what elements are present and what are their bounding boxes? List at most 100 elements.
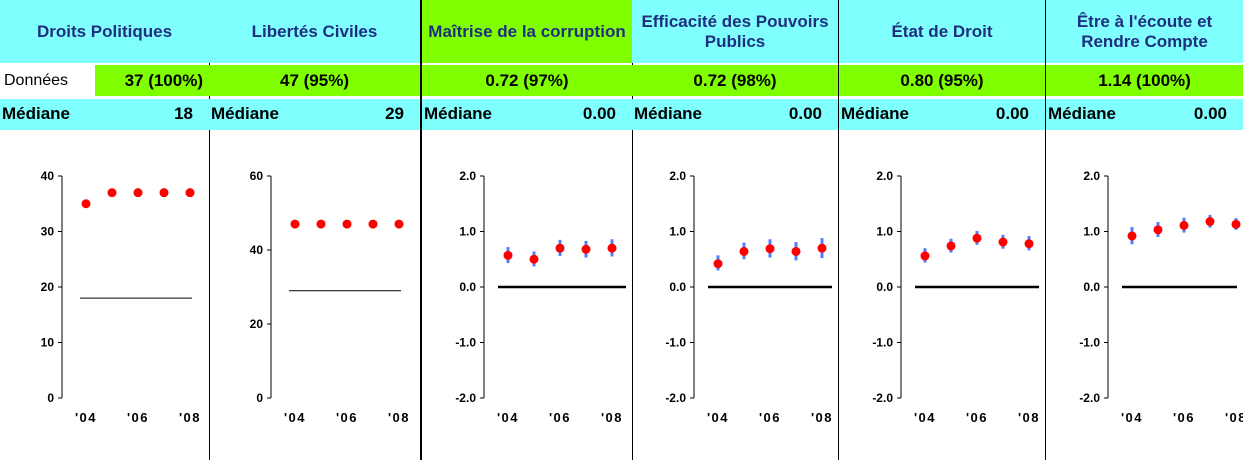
data-point	[81, 199, 91, 209]
data-point	[503, 250, 513, 260]
x-tick-label: '08	[811, 410, 833, 425]
data-value: 0.72 (98%)	[693, 70, 777, 90]
data-point	[368, 219, 378, 229]
data-point	[920, 251, 930, 261]
chart-plot: -2.0 -1.0 0.0 1.0 2.0 '04 '06 '08	[665, 169, 833, 425]
x-tick-label: '06	[1173, 410, 1195, 425]
median-value: 29	[385, 104, 404, 123]
data-point	[159, 188, 169, 198]
data-point	[342, 219, 352, 229]
x-tick-label: '06	[966, 410, 988, 425]
median-value: 0.00	[582, 104, 616, 123]
y-tick-label: 60	[250, 169, 264, 183]
data-point	[739, 246, 749, 256]
data-row: 47 (95%)	[209, 65, 420, 96]
y-tick-label: 2.0	[1083, 169, 1100, 183]
data-point	[555, 243, 565, 253]
panel-etat-de-droit: État de Droit 0.80 (95%) Médiane 0.00 -2…	[839, 0, 1046, 460]
chart-plot: 0 10 20 30 40 '04 '06 '08	[41, 169, 200, 425]
data-value: 0.80 (95%)	[900, 70, 984, 90]
y-tick-label: 2.0	[876, 169, 893, 183]
y-tick-label: 1.0	[669, 225, 686, 239]
data-point	[817, 243, 827, 253]
median-row: Médiane 0.00	[839, 99, 1045, 130]
data-value: 47 (95%)	[280, 70, 349, 90]
panel-efficacite-pouvoirs-publics: Efficacité des Pouvoirs Publics 0.72 (98…	[632, 0, 839, 460]
y-tick-label: 0.0	[1083, 280, 1100, 294]
panel-title: Droits Politiques	[0, 0, 209, 63]
data-row: 0.80 (95%)	[839, 65, 1045, 96]
y-tick-label: 0.0	[459, 280, 476, 294]
data-row: Données 37 (100%)	[0, 65, 209, 96]
x-tick-label: '08	[1018, 410, 1040, 425]
data-point	[316, 219, 326, 229]
median-label: Médiane	[1048, 104, 1117, 123]
data-value: 0.72 (97%)	[485, 70, 569, 90]
chart-plot: 0 20 40 60 '04 '06 '08	[250, 169, 409, 425]
y-tick-label: 10	[41, 336, 55, 350]
median-value: 0.00	[1193, 104, 1227, 123]
data-point	[290, 219, 300, 229]
data-value: 1.14 (100%)	[1098, 70, 1191, 90]
median-label: Médiane	[2, 104, 71, 123]
x-tick-label: '06	[127, 410, 149, 425]
panel-droits-politiques: Droits Politiques Données 37 (100%) Médi…	[0, 0, 210, 460]
data-row: 0.72 (98%)	[632, 65, 838, 96]
x-tick-label: '06	[759, 410, 781, 425]
data-point	[998, 237, 1008, 247]
y-tick-label: -2.0	[1079, 391, 1100, 405]
data-value: 37 (100%)	[124, 70, 203, 90]
median-label: Médiane	[211, 104, 280, 123]
data-point	[581, 244, 591, 254]
chart-plot: -2.0 -1.0 0.0 1.0 2.0 '04 '06 '08	[455, 169, 626, 425]
y-tick-label: 1.0	[1083, 225, 1100, 239]
data-point	[946, 241, 956, 251]
data-point	[765, 244, 775, 254]
y-tick-label: 30	[41, 225, 55, 239]
data-point	[394, 219, 404, 229]
data-point	[185, 188, 195, 198]
median-value: 0.00	[995, 104, 1029, 123]
data-row: 1.14 (100%)	[1046, 65, 1243, 96]
y-tick-label: -1.0	[455, 336, 476, 350]
data-point	[1127, 231, 1137, 241]
x-tick-label: '04	[75, 410, 97, 425]
data-point	[1179, 220, 1189, 230]
data-point	[529, 254, 539, 264]
x-tick-label: '04	[1121, 410, 1143, 425]
data-point	[713, 259, 723, 269]
panel-title: État de Droit	[839, 0, 1045, 63]
y-tick-label: 0.0	[876, 280, 893, 294]
data-label: Données	[0, 65, 95, 96]
chart-plot: -2.0 -1.0 0.0 1.0 2.0 '04 '06 '08	[872, 169, 1040, 425]
data-row: 0.72 (97%)	[422, 65, 632, 96]
y-tick-label: 40	[41, 169, 55, 183]
x-tick-label: '04	[707, 410, 729, 425]
data-point	[107, 188, 117, 198]
y-tick-label: 0	[256, 391, 263, 405]
x-tick-label: '04	[914, 410, 936, 425]
median-row: Médiane 18	[0, 99, 209, 130]
x-tick-label: '08	[601, 410, 623, 425]
y-tick-label: -1.0	[872, 336, 893, 350]
data-point	[1205, 217, 1215, 227]
median-value: 18	[174, 104, 193, 123]
y-tick-label: -2.0	[665, 391, 686, 405]
y-tick-label: 2.0	[459, 169, 476, 183]
data-point	[1153, 225, 1163, 235]
median-label: Médiane	[424, 104, 493, 123]
panel-ecoute-rendre-compte: Être à l'écoute et Rendre Compte 1.14 (1…	[1046, 0, 1243, 460]
median-row: Médiane 0.00	[632, 99, 838, 130]
panel-maitrise-corruption: Maîtrise de la corruption 0.72 (97%) Méd…	[420, 0, 633, 460]
y-tick-label: 1.0	[876, 225, 893, 239]
median-label: Médiane	[634, 104, 703, 123]
panel-title: Efficacité des Pouvoirs Publics	[632, 0, 838, 63]
median-label: Médiane	[841, 104, 910, 123]
median-row: Médiane 0.00	[1046, 99, 1243, 130]
median-row: Médiane 29	[209, 99, 420, 130]
data-point	[607, 243, 617, 253]
y-tick-label: 20	[250, 317, 264, 331]
y-tick-label: -2.0	[455, 391, 476, 405]
chart-plot: -2.0 -1.0 0.0 1.0 2.0 '04 '06 '08	[1079, 169, 1243, 425]
